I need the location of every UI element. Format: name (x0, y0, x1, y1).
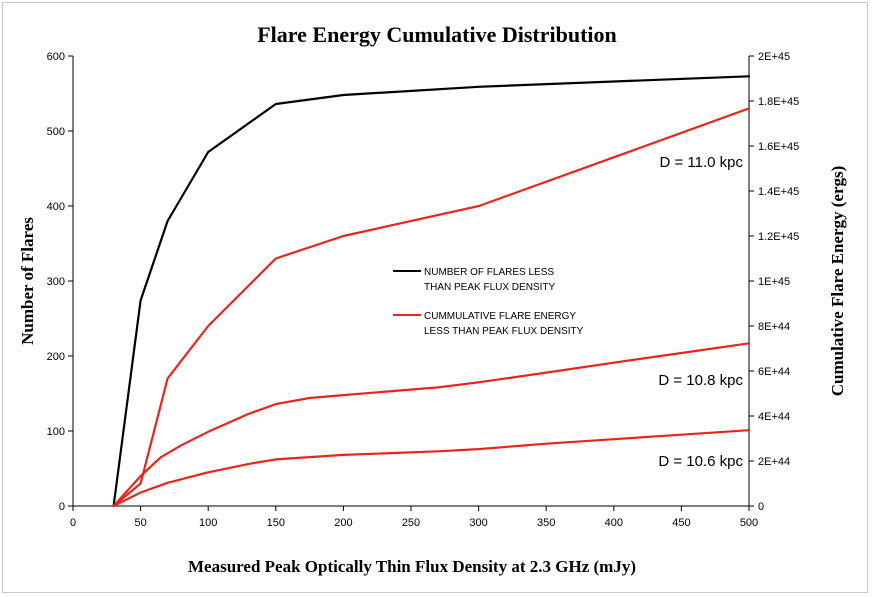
x-tick-label: 150 (267, 517, 285, 529)
y-tick-label: 400 (47, 201, 65, 213)
y-tick-label: 100 (47, 426, 65, 438)
y2-axis-title: Cumulative Flare Energy (ergs) (828, 166, 847, 397)
y2-axis-ticks: 0 2E+44 4E+44 6E+44 8E+44 1E+45 1.2E+45 1.4E+45… (749, 51, 799, 513)
y-axis-ticks: 0 100 200 300 400 500 600 (47, 51, 73, 513)
series-line-d-11-0-kpc (112, 107, 751, 508)
y-axis-title: Number of Flares (18, 217, 37, 345)
legend-label-flares-line1: NUMBER OF FLARES LESS (424, 267, 554, 278)
y2-tick-label: 1.8E+45 (758, 96, 799, 108)
annotation-d-11-0: D = 11.0 kpc (659, 154, 743, 171)
y2-tick-label: 0 (758, 501, 764, 513)
x-axis-title: Measured Peak Optically Thin Flux Densit… (188, 557, 636, 576)
y2-tick-label: 2E+45 (758, 51, 790, 63)
y-tick-label: 500 (47, 126, 65, 138)
y2-tick-label: 2E+44 (758, 456, 790, 468)
x-tick-label: 250 (402, 517, 420, 529)
series-lines (112, 75, 751, 508)
x-tick-label: 50 (134, 517, 146, 529)
chart-title: Flare Energy Cumulative Distribution (257, 22, 617, 47)
y2-tick-label: 8E+44 (758, 321, 790, 333)
x-tick-label: 200 (334, 517, 352, 529)
y-tick-label: 300 (47, 276, 65, 288)
series-line-d-10-8-kpc (112, 342, 751, 508)
y2-tick-label: 1.6E+45 (758, 141, 799, 153)
annotation-d-10-8: D = 10.8 kpc (658, 372, 743, 389)
x-tick-label: 400 (605, 517, 623, 529)
legend: NUMBER OF FLARES LESS THAN PEAK FLUX DEN… (393, 267, 584, 337)
y2-tick-label: 4E+44 (758, 411, 790, 423)
y-tick-label: 0 (59, 501, 65, 513)
series-line-d-10-6-kpc (112, 429, 751, 508)
x-tick-label: 100 (199, 517, 217, 529)
y2-tick-label: 1E+45 (758, 276, 790, 288)
x-tick-label: 300 (469, 517, 487, 529)
x-tick-label: 450 (672, 517, 690, 529)
legend-label-energy-line2: LESS THAN PEAK FLUX DENSITY (424, 326, 584, 337)
y-tick-label: 200 (47, 351, 65, 363)
legend-label-flares-line2: THAN PEAK FLUX DENSITY (424, 282, 555, 293)
y2-tick-label: 1.2E+45 (758, 231, 799, 243)
y-tick-label: 600 (47, 51, 65, 63)
x-tick-label: 0 (70, 517, 76, 529)
axes (72, 56, 750, 507)
x-tick-label: 350 (537, 517, 555, 529)
y2-tick-label: 1.4E+45 (758, 186, 799, 198)
x-axis-ticks: 0 50 100 150 200 250 300 350 400 450 500 (70, 506, 758, 529)
y2-tick-label: 6E+44 (758, 366, 790, 378)
annotation-d-10-6: D = 10.6 kpc (658, 453, 743, 470)
series-line-number-of-flares (112, 75, 751, 508)
x-tick-label: 500 (740, 517, 758, 529)
legend-label-energy-line1: CUMMULATIVE FLARE ENERGY (424, 311, 576, 322)
